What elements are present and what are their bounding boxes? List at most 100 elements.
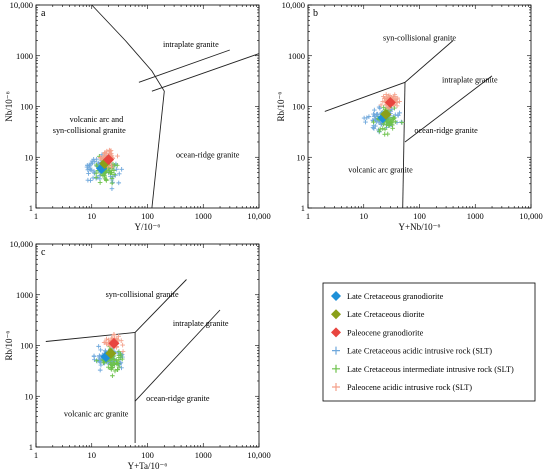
field-label: syn-collisional granite — [383, 33, 456, 42]
field-label: volcanic arc granite — [348, 166, 413, 175]
x-tick-label: 1 — [306, 211, 310, 221]
scatter-point — [109, 170, 114, 175]
y-tick-label: 1 — [301, 203, 305, 213]
field-boundary — [151, 53, 260, 92]
scatter-point — [115, 367, 120, 372]
x-tick-label: 10 — [88, 450, 97, 460]
scatter-point — [116, 180, 122, 186]
x-tick-label: 10,000 — [247, 450, 270, 460]
scatter-point — [397, 99, 402, 104]
y-axis-label: Nb/10⁻⁶ — [4, 91, 14, 121]
scatter-point — [101, 340, 107, 345]
scatter-point — [111, 332, 117, 338]
scatter-point — [382, 132, 388, 137]
scatter-point — [387, 120, 392, 126]
scatter-point — [391, 115, 396, 120]
scatter-point — [116, 364, 122, 370]
scatter-point — [392, 112, 398, 118]
chart-panel-a: 1 10 100 1000 10,000 1 10 100 1000 10,000 Y/10⁻⁶ Nb… — [4, 0, 271, 232]
field-label: ocean-ridge granite — [414, 126, 478, 135]
y-tick-label: 1000 — [16, 290, 33, 300]
chart-panel-c: 1 10 100 1000 10,000 1 10 100 1000 10,000 Y+Ta/10⁻… — [4, 239, 271, 471]
scatter-point — [116, 355, 122, 360]
scatter-point — [116, 349, 122, 354]
y-tick-label: 10 — [25, 152, 34, 162]
scatter-point — [394, 103, 400, 109]
scatter-point — [372, 107, 377, 113]
scatter-point — [381, 94, 386, 99]
x-tick-label: 100 — [141, 211, 154, 221]
scatter-point — [114, 166, 119, 172]
scatter-point — [380, 126, 386, 131]
scatter-point — [119, 167, 124, 172]
scatter-point — [109, 180, 115, 186]
scatter-point — [382, 126, 388, 132]
y-tick-label: 1 — [29, 442, 33, 452]
scatter-point — [383, 92, 389, 97]
scatter-point — [110, 365, 116, 370]
scatter-point — [88, 167, 94, 173]
scatter-point — [88, 161, 94, 167]
legend-label: Paleocene acidic intrusive rock (SLT) — [347, 383, 472, 392]
y-tick-label: 1 — [29, 203, 33, 213]
field-boundary — [134, 309, 221, 402]
x-tick-label: 1000 — [195, 211, 212, 221]
scatter-point — [119, 365, 124, 371]
scatter-point — [392, 105, 397, 111]
x-tick-label: 1 — [34, 450, 38, 460]
field-boundary — [45, 279, 187, 342]
y-axis-label: Rb/10⁻⁶ — [276, 92, 286, 122]
scatter-point — [97, 180, 103, 185]
field-label: intraplate granite — [173, 319, 229, 328]
scatter-point — [91, 354, 97, 359]
scatter-point — [384, 122, 389, 128]
scatter-point — [104, 336, 109, 342]
scatter-point — [114, 163, 120, 168]
field-label: intraplate granite — [163, 40, 219, 49]
legend-label: Late Cretaceous diorite — [347, 310, 425, 319]
scatter-point — [395, 112, 401, 118]
scatter-point — [377, 126, 383, 132]
scatter-point — [118, 351, 123, 357]
scatter-point — [98, 347, 103, 353]
scatter-point — [378, 102, 384, 108]
legend-diamond-icon — [331, 327, 341, 338]
x-tick-label: 10 — [88, 211, 97, 221]
scatter-point — [101, 360, 106, 366]
scatter-point — [97, 367, 103, 373]
scatter-point — [111, 168, 117, 173]
scatter-point — [111, 172, 117, 177]
scatter-point — [377, 106, 383, 111]
centroid-marker — [108, 337, 120, 349]
scatter-point — [94, 162, 99, 168]
y-tick-label: 10 — [25, 391, 34, 401]
x-tick-label: 100 — [413, 211, 426, 221]
scatter-point — [386, 118, 392, 124]
scatter-point — [371, 114, 377, 119]
x-tick-label: 10,000 — [519, 211, 542, 221]
centroid-marker — [384, 96, 396, 108]
scatter-point — [120, 349, 126, 354]
centroid-marker — [103, 154, 115, 166]
scatter-point — [111, 361, 116, 367]
scatter-point — [371, 119, 376, 125]
scatter-point — [109, 176, 115, 181]
scatter-point — [84, 162, 90, 168]
y-tick-label: 100 — [292, 102, 305, 112]
scatter-point — [106, 364, 111, 370]
legend-diamond-icon — [331, 291, 341, 301]
x-tick-label: 1 — [34, 211, 38, 221]
field-label: syn-collisional granite — [53, 126, 126, 135]
field-label: volcanic arc and — [70, 115, 124, 124]
plot-frame — [35, 4, 260, 209]
x-tick-label: 10 — [360, 211, 369, 221]
chart-panel-b: 1 10 100 1000 10,000 1 10 100 1000 10,000 Y+Nb/10⁻… — [276, 0, 543, 232]
legend-label: Late Cretaceous granodiorite — [347, 292, 444, 301]
scatter-point — [91, 157, 96, 162]
y-tick-label: 10 — [297, 152, 306, 162]
scatter-point — [104, 341, 109, 347]
field-boundary — [138, 49, 230, 83]
scatter-point — [363, 119, 368, 125]
field-label: ocean-ridge granite — [146, 394, 210, 403]
